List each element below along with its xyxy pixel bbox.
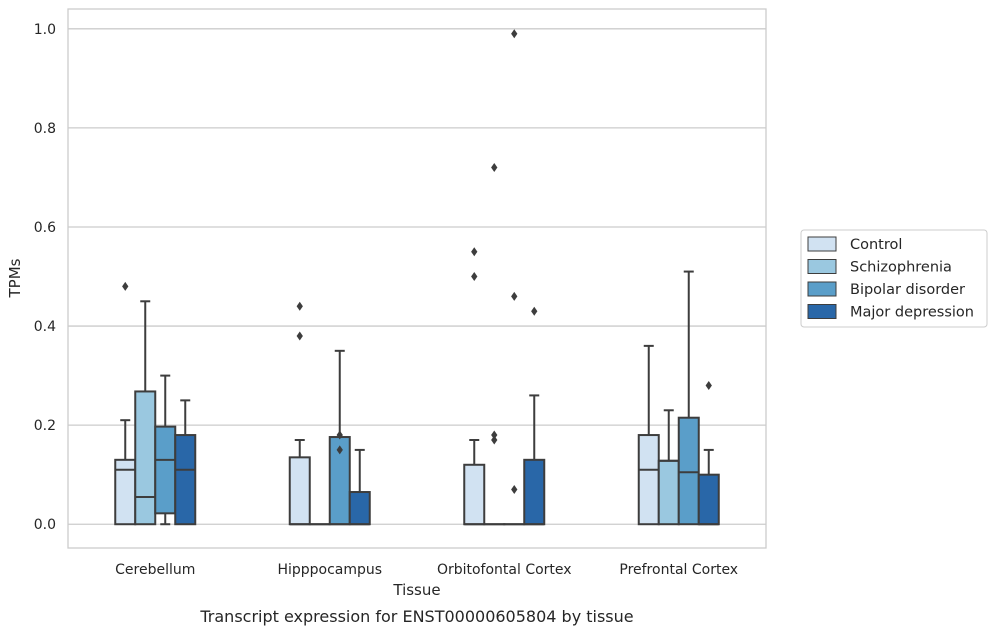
legend: Control Schizophrenia Bipolar disorder Majo… [800,229,988,328]
box [697,381,720,526]
box [288,301,311,526]
outlier-point [531,306,538,316]
outlier-point [296,301,303,311]
legend-swatch [807,281,837,297]
outlier-point [491,435,498,445]
box-body [134,390,157,526]
box [637,344,660,526]
y-tick-labels: 0.0 0.2 0.4 0.6 0.8 1.0 [34,22,56,533]
legend-swatch [807,236,837,252]
box [503,29,526,526]
outlier-point [336,430,343,440]
outlier-point [471,272,478,282]
outlier-point [296,331,303,341]
outlier-point [491,163,498,173]
outlier-point [705,381,712,391]
x-tick-label: Prefrontal Cortex [619,562,738,578]
box-body [637,434,660,526]
box [174,399,197,526]
y-tick-label: 0.0 [34,517,56,533]
box-body [523,458,546,526]
outlier-point [336,445,343,455]
box-body [657,459,680,526]
outlier-point [511,291,518,301]
box-body [288,456,311,526]
y-axis-label: TPMs [6,258,24,298]
outlier-point [511,485,518,495]
legend-label: Schizophrenia [850,260,952,276]
x-tick-label: Cerebellum [115,562,195,578]
y-tick-label: 1.0 [34,22,56,38]
category-group [637,270,720,526]
legend-swatch [807,259,837,274]
y-tick-label: 0.6 [34,220,56,236]
y-tick-label: 0.8 [34,121,56,137]
legend-swatch [807,304,837,319]
box [463,247,486,526]
box-body [348,491,371,526]
box [328,349,351,526]
box [523,306,546,526]
box-body [677,416,700,526]
legend-label: Control [850,237,902,253]
box [677,270,700,526]
y-tick-label: 0.4 [34,319,56,335]
x-tick-label: Hipppocampus [277,562,382,578]
box-body [174,434,197,526]
legend-label: Major depression [850,305,974,321]
outlier-point [491,430,498,440]
box-body [154,425,177,515]
box-body [463,463,486,526]
legend-label: Bipolar disorder [850,282,965,298]
category-group [114,281,197,526]
box-body [697,473,720,526]
outlier-point [471,247,478,257]
box-groups [114,29,720,526]
plot-area-frame [67,8,767,549]
x-axis-label: Tissue [392,581,440,599]
outlier-point [122,281,129,291]
box [348,448,371,526]
legend-frame [800,229,988,328]
category-group [463,29,546,526]
category-group [288,301,371,526]
outlier-point [511,29,518,39]
x-tick-label: Orbitofontal Cortex [437,562,572,578]
chart-caption: Transcript expression for ENST0000060580… [199,607,633,626]
x-tick-labels: Cerebellum Hipppocampus Orbitofontal Corte… [115,562,738,578]
y-tick-label: 0.2 [34,418,56,434]
